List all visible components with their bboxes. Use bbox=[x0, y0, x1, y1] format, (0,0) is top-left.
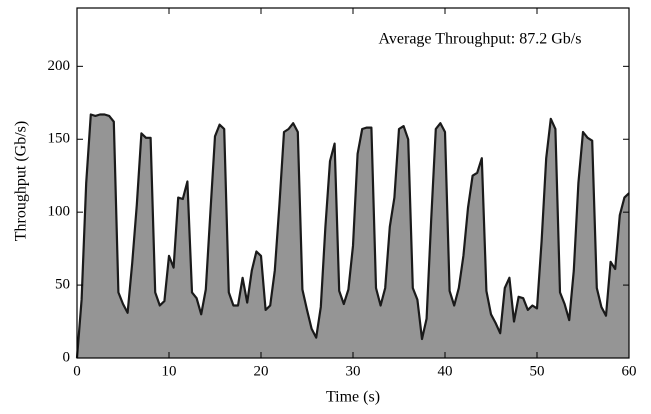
x-tick-label: 0 bbox=[73, 363, 81, 379]
x-tick-label: 20 bbox=[254, 363, 269, 379]
area-fill bbox=[77, 114, 629, 358]
x-tick-label: 60 bbox=[622, 363, 637, 379]
y-tick-label: 100 bbox=[48, 204, 71, 220]
y-tick-label: 50 bbox=[55, 277, 70, 293]
y-tick-label: 150 bbox=[48, 131, 71, 147]
x-tick-label: 40 bbox=[438, 363, 453, 379]
x-axis-label: Time (s) bbox=[326, 389, 380, 406]
x-tick-label: 30 bbox=[346, 363, 361, 379]
y-tick-label: 0 bbox=[63, 349, 71, 365]
x-tick-label: 10 bbox=[162, 363, 177, 379]
y-tick-label: 200 bbox=[48, 58, 71, 74]
y-axis-label: Throughput (Gb/s) bbox=[13, 121, 30, 241]
area-line bbox=[75, 113, 630, 359]
annotation: Average Throughput: 87.2 Gb/s bbox=[379, 31, 582, 48]
x-tick-label: 50 bbox=[530, 363, 545, 379]
